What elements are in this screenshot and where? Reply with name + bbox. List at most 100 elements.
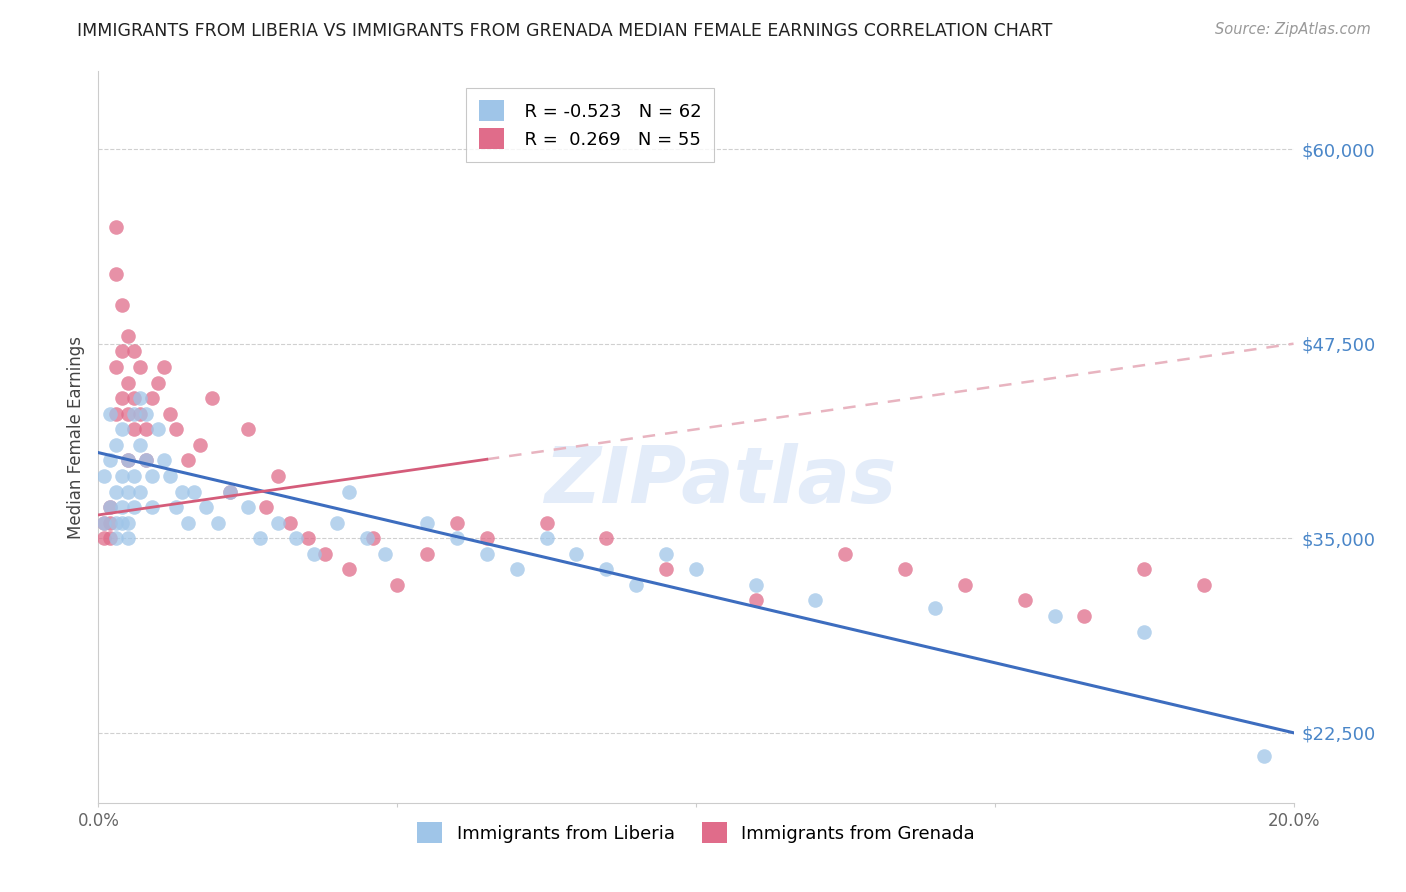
Point [1192,578,1215,592]
Point [135,422,157,436]
Point [105,267,128,281]
Point [124,422,146,436]
Point [105,484,128,499]
Point [111,500,134,515]
Point [219,484,242,499]
Point [98,453,122,467]
Point [129,438,152,452]
Point [105,407,128,421]
Point [159,407,181,421]
Point [446,531,468,545]
Point [177,453,200,467]
Point [655,547,678,561]
Point [626,578,648,592]
Point [93,469,115,483]
Legend: Immigrants from Liberia, Immigrants from Grenada: Immigrants from Liberia, Immigrants from… [405,810,987,856]
Point [177,516,200,530]
Point [124,469,146,483]
Point [1253,749,1275,764]
Point [416,516,439,530]
Point [745,593,768,607]
Point [111,469,134,483]
Point [98,500,122,515]
Point [93,531,115,545]
Point [297,531,319,545]
Point [201,391,224,405]
Point [326,516,349,530]
Point [135,407,157,421]
Point [165,422,187,436]
Point [111,516,134,530]
Point [356,531,378,545]
Point [278,516,301,530]
Point [195,500,218,515]
Point [93,516,115,530]
Point [385,578,409,592]
Point [339,484,361,499]
Point [124,344,146,359]
Point [117,453,139,467]
Text: ZIPatlas: ZIPatlas [544,443,896,519]
Point [117,329,139,343]
Text: Source: ZipAtlas.com: Source: ZipAtlas.com [1215,22,1371,37]
Point [267,516,290,530]
Point [685,562,707,576]
Point [1014,593,1036,607]
Point [148,376,170,390]
Point [135,453,157,467]
Point [207,516,229,530]
Point [475,531,498,545]
Point [135,453,157,467]
Point [446,516,468,530]
Point [1133,624,1156,639]
Point [236,422,259,436]
Point [953,578,976,592]
Point [249,531,271,545]
Point [315,547,337,561]
Point [153,359,176,374]
Point [111,391,134,405]
Point [129,391,152,405]
Point [105,359,128,374]
Point [834,547,856,561]
Point [141,500,163,515]
Point [129,484,152,499]
Point [416,547,439,561]
Point [254,500,277,515]
Point [475,547,498,561]
Point [117,453,139,467]
Point [1133,562,1156,576]
Point [595,562,617,576]
Point [124,391,146,405]
Point [267,469,290,483]
Point [105,516,128,530]
Point [655,562,678,576]
Point [159,469,181,483]
Point [172,484,194,499]
Point [117,407,139,421]
Point [141,391,163,405]
Point [98,531,122,545]
Point [165,500,187,515]
Point [93,516,115,530]
Point [117,376,139,390]
Point [129,359,152,374]
Point [105,438,128,452]
Point [117,516,139,530]
Point [98,516,122,530]
Point [219,484,242,499]
Point [124,407,146,421]
Point [565,547,588,561]
Point [153,453,176,467]
Point [595,531,617,545]
Point [374,547,396,561]
Point [745,578,768,592]
Point [1073,609,1095,624]
Point [302,547,325,561]
Point [117,484,139,499]
Point [284,531,307,545]
Point [111,344,134,359]
Point [148,422,170,436]
Point [506,562,529,576]
Point [183,484,205,499]
